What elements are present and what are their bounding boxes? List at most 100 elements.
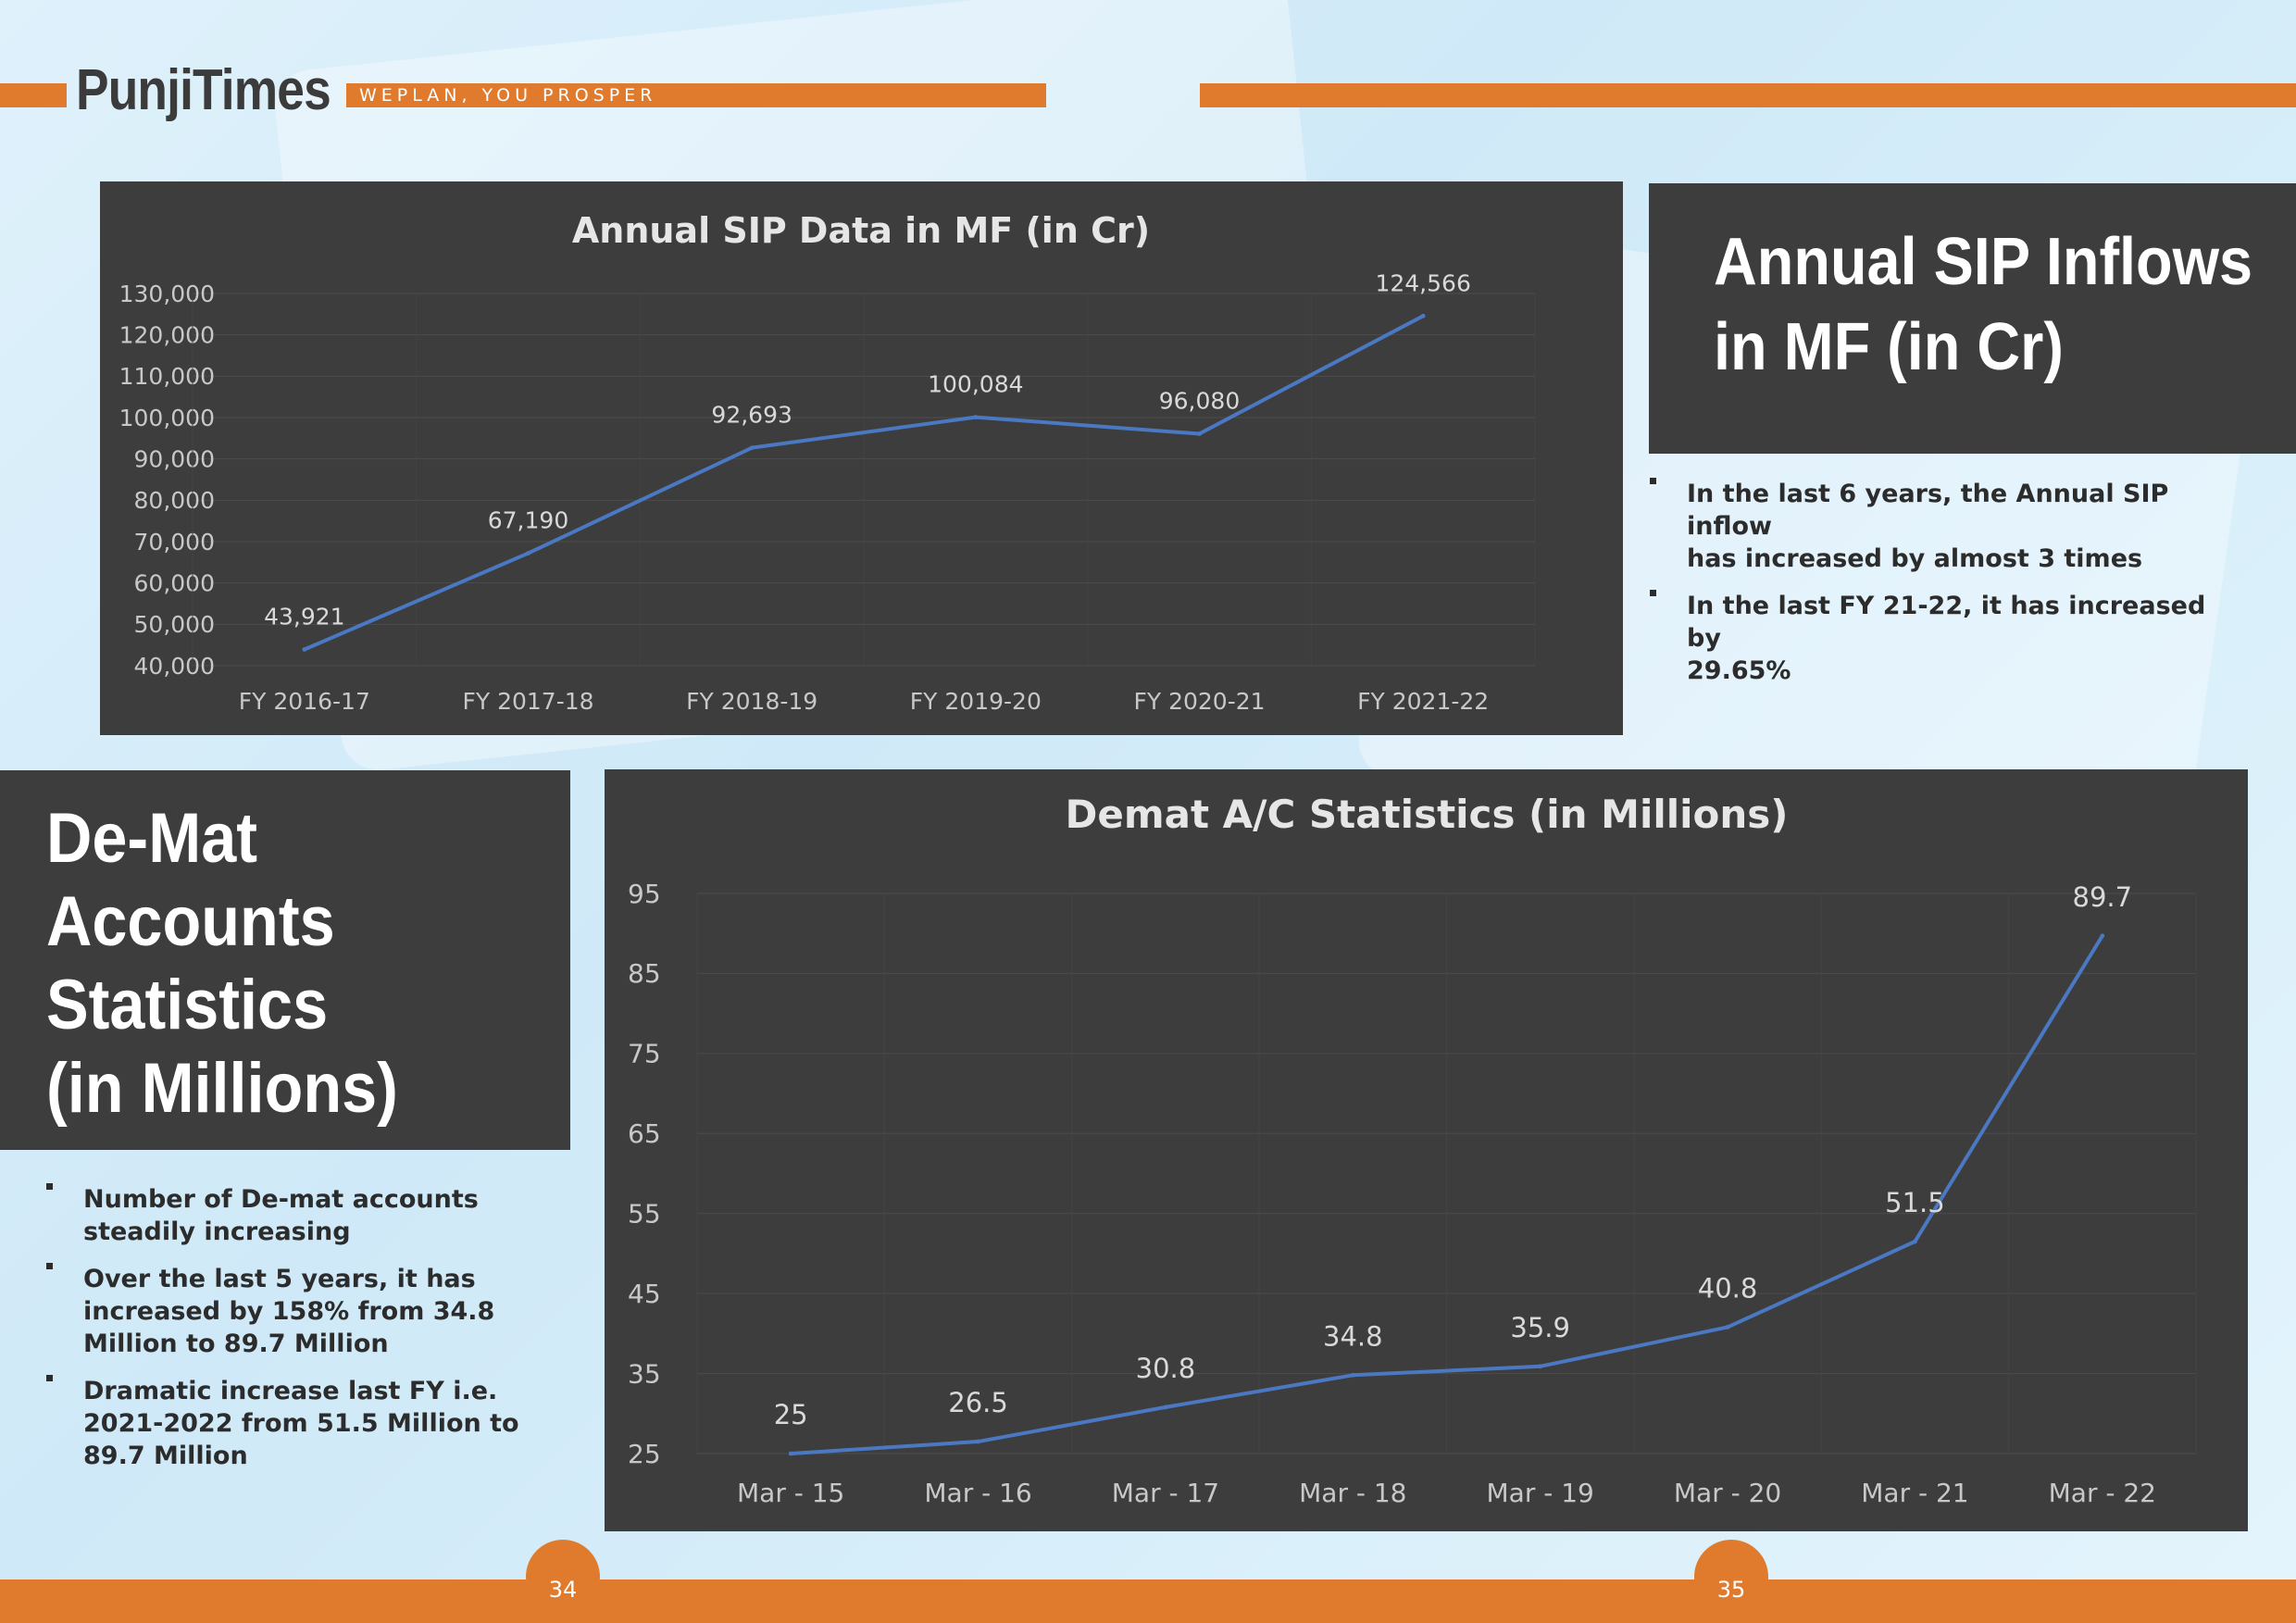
- data-point: [2100, 933, 2105, 939]
- data-point: [1420, 313, 1426, 318]
- data-point: [1725, 1325, 1730, 1330]
- data-label: 26.5: [948, 1387, 1008, 1418]
- y-tick-label: 130,000: [119, 281, 215, 307]
- page-number-left-text: 34: [548, 1577, 578, 1603]
- demat-chart-panel: Demat A/C Statistics (in Millions) 25 35 45…: [605, 769, 2248, 1531]
- y-tick-label: 45: [628, 1279, 661, 1309]
- x-tick-label: FY 2021-22: [1357, 688, 1489, 715]
- demat-heading-line-1: De-Mat: [46, 799, 258, 878]
- data-point: [302, 647, 307, 652]
- demat-bullet-list: Number of De-mat accounts steadily incre…: [46, 1183, 546, 1472]
- demat-heading-line-4: (in Millions): [46, 1049, 398, 1128]
- sip-bullet-text: 29.65%: [1687, 656, 1791, 685]
- sip-heading-panel: Annual SIP Inflows in MF (in Cr): [1649, 183, 2296, 454]
- x-tick-label: Mar - 16: [924, 1478, 1031, 1508]
- x-tick-label: Mar - 15: [737, 1478, 844, 1508]
- sip-bullet-list: In the last 6 years, the Annual SIP infl…: [1650, 478, 2242, 687]
- data-label: 34.8: [1323, 1320, 1383, 1352]
- x-tick-label: Mar - 22: [2049, 1478, 2156, 1508]
- page-number-left: 34: [526, 1540, 600, 1614]
- y-tick-label: 55: [628, 1199, 661, 1230]
- header-bar-left: [0, 83, 67, 107]
- data-point: [749, 445, 755, 451]
- y-tick-label: 25: [628, 1439, 661, 1469]
- sip-bullet-item: In the last FY 21-22, it has increased b…: [1650, 590, 2242, 687]
- sip-bullet-text: In the last FY 21-22, it has increased b…: [1687, 592, 2206, 653]
- x-tick-label: FY 2017-18: [462, 688, 593, 715]
- y-tick-label: 70,000: [134, 529, 215, 556]
- data-label: 25: [774, 1399, 808, 1430]
- data-label: 35.9: [1510, 1312, 1570, 1343]
- demat-line-chart: Demat A/C Statistics (in Millions) 25 35 45…: [628, 792, 2197, 1508]
- sip-bullet-item: In the last 6 years, the Annual SIP infl…: [1650, 478, 2242, 575]
- page-number-right-text: 35: [1716, 1577, 1746, 1603]
- demat-bullet-text: Over the last 5 years, it has: [83, 1265, 476, 1293]
- page-number-right: 35: [1694, 1540, 1768, 1614]
- x-tick-label: FY 2018-19: [686, 688, 817, 715]
- demat-bullet-item: Over the last 5 years, it has increased …: [46, 1263, 546, 1360]
- data-point: [1197, 431, 1202, 436]
- demat-bullet-text: increased by 158% from 34.8: [83, 1297, 495, 1326]
- y-tick-label: 90,000: [134, 445, 215, 472]
- data-label: 96,080: [1159, 388, 1240, 415]
- x-tick-label: FY 2019-20: [910, 688, 1042, 715]
- data-label: 40.8: [1698, 1272, 1758, 1304]
- y-tick-label: 60,000: [134, 569, 215, 596]
- sip-bullet-text: In the last 6 years, the Annual SIP infl…: [1687, 480, 2169, 541]
- brand-tagline: WEPLAN, YOU PROSPER: [359, 85, 657, 106]
- demat-heading-panel: De-Mat Accounts Statistics (in Millions): [0, 770, 570, 1150]
- y-tick-label: 35: [628, 1358, 661, 1389]
- brand-logo: PunjiTimes: [76, 58, 331, 122]
- demat-bullet-text: steadily increasing: [83, 1217, 351, 1246]
- sip-bullet-text: has increased by almost 3 times: [1687, 544, 2143, 573]
- data-label: 100,084: [928, 371, 1023, 398]
- data-point: [976, 1439, 980, 1444]
- series-line: [791, 934, 2104, 1455]
- data-label: 92,693: [711, 402, 792, 429]
- footer-bar: [0, 1579, 2296, 1623]
- y-tick-label: 95: [628, 879, 661, 909]
- x-tick-label: Mar - 17: [1112, 1478, 1219, 1508]
- sip-heading-line-1: Annual SIP Inflows: [1714, 225, 2253, 299]
- y-tick-label: 120,000: [119, 321, 215, 348]
- data-point: [788, 1451, 793, 1456]
- x-tick-label: FY 2020-21: [1133, 688, 1265, 715]
- x-tick-label: Mar - 18: [1299, 1478, 1406, 1508]
- y-tick-label: 40,000: [134, 653, 215, 680]
- data-point: [526, 551, 530, 556]
- x-tick-label: FY 2016-17: [239, 688, 370, 715]
- sip-line-chart: Annual SIP Data in MF (in Cr) 40,000 50,00…: [119, 210, 1536, 715]
- header-bar-right: [1200, 83, 2296, 107]
- demat-bullet-text: Number of De-mat accounts: [83, 1185, 479, 1214]
- data-point: [1163, 1405, 1168, 1410]
- chart-title: Annual SIP Data in MF (in Cr): [572, 210, 1150, 251]
- x-tick-label: Mar - 21: [1861, 1478, 1968, 1508]
- demat-heading-line-2: Accounts: [46, 882, 335, 961]
- data-point: [1538, 1364, 1543, 1369]
- data-label: 89.7: [2073, 881, 2133, 913]
- series-line: [304, 314, 1425, 652]
- data-label: 30.8: [1136, 1353, 1196, 1384]
- y-tick-label: 80,000: [134, 487, 215, 514]
- demat-bullet-item: Number of De-mat accounts steadily incre…: [46, 1183, 546, 1248]
- demat-bullet-item: Dramatic increase last FY i.e. 2021-2022…: [46, 1375, 546, 1472]
- x-tick-label: Mar - 20: [1674, 1478, 1781, 1508]
- data-point: [1913, 1239, 1917, 1244]
- demat-bullet-text: 89.7 Million: [83, 1442, 248, 1470]
- y-tick-label: 85: [628, 958, 661, 989]
- demat-bullet-text: 2021-2022 from 51.5 Million to: [83, 1409, 519, 1438]
- data-label: 51.5: [1885, 1187, 1945, 1218]
- data-label: 124,566: [1375, 269, 1470, 296]
- demat-bullet-text: Dramatic increase last FY i.e.: [83, 1377, 498, 1405]
- header-bar-tagline: [346, 83, 1046, 107]
- chart-title: Demat A/C Statistics (in Millions): [1065, 792, 1788, 837]
- data-label: 43,921: [264, 603, 344, 630]
- demat-heading-line-3: Statistics: [46, 966, 329, 1044]
- y-tick-label: 75: [628, 1039, 661, 1069]
- y-tick-label: 50,000: [134, 611, 215, 638]
- demat-bullet-text: Million to 89.7 Million: [83, 1330, 389, 1358]
- y-tick-label: 110,000: [119, 363, 215, 390]
- sip-heading-line-2: in MF (in Cr): [1714, 310, 2064, 384]
- y-tick-label: 100,000: [119, 405, 215, 431]
- data-point: [1350, 1372, 1355, 1378]
